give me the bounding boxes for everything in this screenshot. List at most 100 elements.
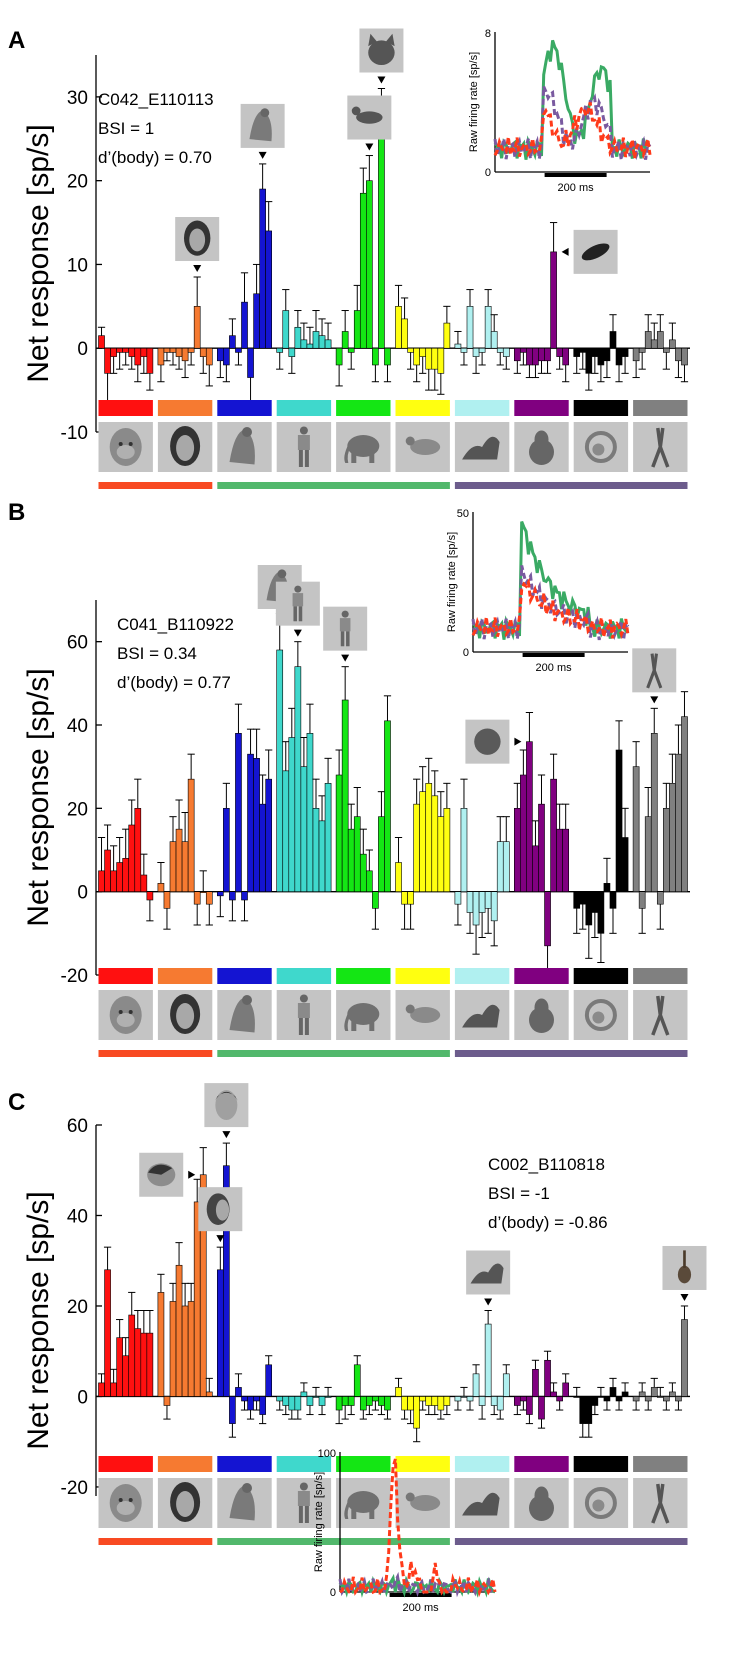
- human-body-icon: [323, 606, 368, 651]
- bar: [638, 1391, 646, 1397]
- bar: [573, 1396, 581, 1398]
- bar: [532, 1369, 539, 1397]
- bar: [431, 795, 439, 892]
- bar: [98, 1382, 105, 1397]
- icon-shape: [529, 439, 554, 465]
- bar: [353, 816, 361, 892]
- marker-arrow: [680, 1293, 689, 1301]
- bar: [175, 828, 183, 892]
- pear-icon: [514, 422, 569, 472]
- cat-icon: [359, 28, 404, 73]
- scale-bar: [389, 1593, 452, 1597]
- bar: [282, 770, 290, 892]
- bar: [460, 808, 468, 892]
- icon-shape: [294, 585, 302, 593]
- bar: [621, 347, 629, 357]
- bar: [169, 841, 177, 892]
- category-strip: [276, 400, 332, 416]
- psth-trace: [471, 577, 630, 641]
- icon-shape: [677, 1265, 692, 1284]
- bar: [241, 1396, 248, 1402]
- scale-bar-label: 200 ms: [536, 662, 573, 674]
- sculpture-icon: [454, 422, 510, 472]
- bar: [300, 766, 308, 892]
- marker-arrow: [514, 737, 522, 746]
- bar: [122, 347, 130, 353]
- bar: [372, 891, 379, 909]
- icon-shape: [176, 1491, 195, 1517]
- bar: [335, 774, 343, 892]
- bar: [591, 347, 599, 357]
- bar: [550, 1391, 557, 1397]
- bar: [282, 1396, 290, 1406]
- bar: [157, 1292, 165, 1397]
- bar: [312, 808, 320, 892]
- bar: [513, 347, 521, 362]
- bar: [163, 347, 171, 353]
- icon-shape: [462, 1492, 500, 1516]
- bar: [324, 1396, 332, 1398]
- bar: [259, 188, 266, 349]
- bar: [520, 1396, 527, 1402]
- bar: [98, 335, 105, 349]
- highlight-marker: [275, 581, 320, 637]
- monkey-face-icon: [98, 1478, 153, 1528]
- category-strip: [157, 400, 213, 416]
- icon-shape: [347, 435, 380, 457]
- bar: [306, 733, 314, 892]
- icon-shape: [368, 40, 395, 66]
- bar: [341, 331, 349, 349]
- bar: [585, 891, 593, 926]
- bar: [169, 347, 177, 353]
- icon-shape: [584, 1487, 617, 1519]
- bars: [97, 1142, 689, 1443]
- icon-shape: [128, 1498, 133, 1502]
- category-strip: [336, 968, 391, 984]
- highlight-marker: [466, 1250, 511, 1306]
- y-tick-label: -20: [61, 1478, 88, 1499]
- bar: [597, 1396, 605, 1398]
- icon-shape: [297, 435, 310, 450]
- highlight-marker: [204, 1083, 249, 1139]
- icon-shape: [215, 1199, 230, 1221]
- pigeon-icon: [395, 1478, 450, 1528]
- icon-shape: [351, 452, 357, 463]
- highlight-marker: [323, 606, 368, 662]
- panel-C: C -20 0 20 40 60 Net response [sp/s] C002_B1108…: [8, 1083, 707, 1614]
- dprime-value: d’(body) = 0.70: [98, 148, 212, 167]
- bar: [347, 1396, 355, 1406]
- inset-ymin: 0: [330, 1587, 336, 1599]
- bar: [591, 1396, 599, 1406]
- bar: [288, 347, 296, 357]
- icon-shape: [298, 606, 303, 622]
- bar: [140, 1332, 148, 1397]
- bar: [443, 808, 451, 892]
- inset-psth: 100 0 Raw firing rate [sp/s] 200 ms: [313, 1448, 497, 1614]
- bar: [632, 766, 640, 892]
- icon-shape: [584, 999, 617, 1031]
- highlight-marker: [359, 28, 404, 84]
- icon-shape: [299, 994, 308, 1003]
- icon-shape: [368, 33, 378, 47]
- bar: [460, 347, 468, 353]
- icon-shape: [341, 610, 349, 618]
- bar: [597, 891, 605, 934]
- icon-shape: [215, 1090, 238, 1121]
- icon-shape: [242, 1483, 252, 1493]
- bar: [366, 870, 373, 892]
- y-tick-label: 20: [67, 172, 88, 193]
- bar: [556, 1396, 563, 1402]
- bar: [502, 1373, 510, 1397]
- bar: [656, 331, 664, 349]
- superordinate-bar: [98, 1050, 213, 1057]
- sculpture-icon: [454, 1478, 510, 1528]
- category-strip: [217, 400, 272, 416]
- bar: [502, 841, 510, 892]
- bar: [520, 347, 527, 353]
- icon-shape: [116, 445, 135, 459]
- bar: [128, 1314, 136, 1397]
- bar: [562, 347, 570, 366]
- icon-shape: [652, 653, 663, 689]
- psth-trace: [338, 1573, 496, 1598]
- category-strip: [217, 1456, 272, 1472]
